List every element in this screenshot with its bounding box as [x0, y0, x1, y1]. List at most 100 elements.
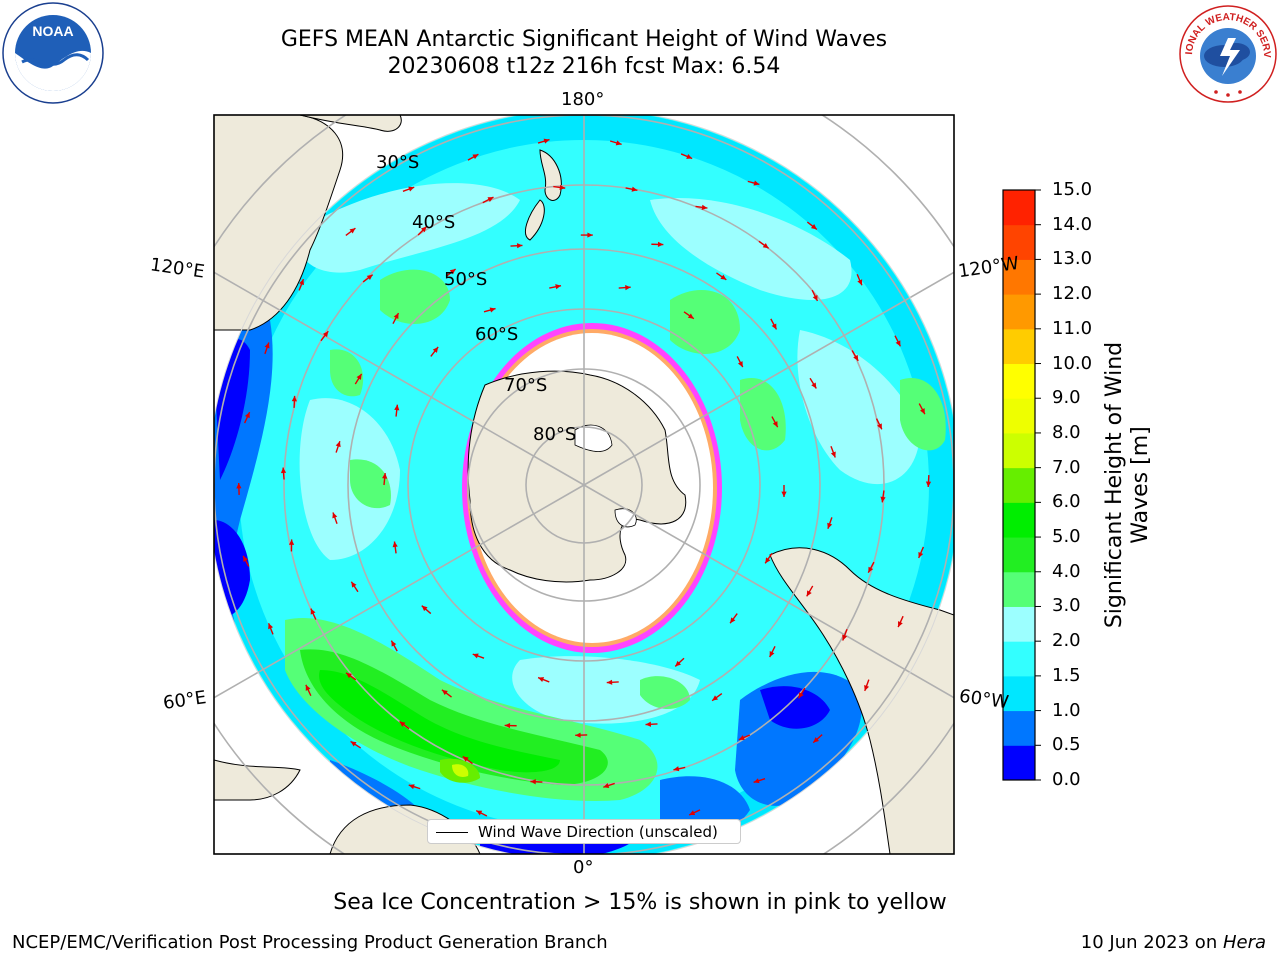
wind-arrow-head [895, 340, 901, 347]
colorbar-segment [1003, 432, 1035, 469]
wind-arrow-head [631, 186, 638, 192]
wind-arrow-head [811, 382, 817, 389]
wind-arrow-head [346, 672, 352, 679]
wind-arrow-head [351, 581, 357, 588]
wind-arrow-head [868, 566, 874, 573]
wind-arrow-head [720, 274, 727, 280]
lon-label-180: 180° [561, 89, 605, 110]
wind-arrow-head [382, 473, 388, 479]
wind-arrow-head [559, 184, 566, 191]
colorbar-tick-label: 3.0 [1052, 595, 1081, 617]
wind-arrow-head [555, 284, 562, 290]
wind-arrow-head [587, 232, 593, 238]
south-america-land [769, 547, 954, 854]
wind-arrow-head [657, 241, 664, 248]
lat-label-30s: 30°S [376, 152, 420, 173]
wind-arrow-head [738, 735, 745, 740]
wind-arrow-head [449, 269, 456, 275]
wind-arrow-head [392, 541, 398, 548]
australia-land [214, 115, 344, 331]
wind-arrow-head [489, 307, 496, 313]
wind-arrow-head [606, 679, 613, 685]
colorbar-segment [1003, 398, 1035, 434]
lat-label-40s: 40°S [412, 212, 456, 233]
wind-arrow-head [673, 766, 680, 772]
colorbar-tick-label: 13.0 [1052, 248, 1093, 270]
wind-arrow-head [730, 617, 736, 624]
colorbar-segment [1003, 190, 1035, 226]
wind-arrow-head [462, 756, 469, 762]
colorbar-segment [1003, 224, 1035, 260]
colorbar-tick-label: 12.0 [1052, 283, 1093, 305]
wind-arrow-head [268, 623, 274, 630]
wind-arrow-head [288, 539, 295, 545]
colorbar-tick-label: 10.0 [1052, 352, 1093, 374]
wind-arrow-head [880, 496, 886, 503]
colorbar-segment [1003, 641, 1035, 677]
wind-arrow-head [920, 408, 925, 415]
sea-ice-note: Sea Ice Concentration > 15% is shown in … [333, 890, 947, 915]
wind-arrow-head [689, 810, 696, 816]
chart-subtitle: 20230608 t12z 216h fcst Max: 6.54 [387, 54, 781, 79]
wind-arrow-head [772, 421, 778, 428]
colorbar-segment [1003, 502, 1035, 538]
wind-arrow-head [753, 180, 760, 186]
footer-host: Hera [1222, 932, 1266, 953]
footer-credit: NCEP/EMC/Verification Post Processing Pr… [12, 932, 608, 953]
nws-logo: NATIONAL WEATHER SERVICE [1178, 4, 1277, 103]
wind-arrow-head [322, 331, 329, 338]
wind-arrow-head [603, 783, 610, 788]
colorbar-tick-label: 1.0 [1052, 699, 1081, 721]
colorbar-tick-label: 4.0 [1052, 560, 1081, 582]
colorbar-title-line1: Significant Height of Wind [1102, 341, 1127, 629]
new-zealand-land [539, 149, 562, 201]
wind-arrow-head [842, 634, 848, 641]
wind-arrow-head [335, 441, 341, 448]
wind-arrow-head [625, 284, 631, 291]
colorbar-segment [1003, 675, 1035, 712]
colorbar-tick-label: 1.5 [1052, 664, 1081, 686]
legend-label: Wind Wave Direction (unscaled) [478, 823, 718, 841]
colorbar-segment [1003, 745, 1035, 781]
wind-arrow-head [765, 557, 771, 564]
wind-arrow-head [264, 342, 270, 349]
wind-arrow-head [712, 695, 719, 701]
longitude-gridlines [214, 115, 954, 854]
colorbar-tick-label: 6.0 [1052, 491, 1081, 513]
colorbar [1003, 189, 1041, 781]
colorbar-tick-label: 0.5 [1052, 734, 1081, 756]
colorbar-tick-label: 0.0 [1052, 769, 1081, 790]
wind-arrow-head [236, 482, 242, 489]
wind-arrow-head [420, 226, 427, 233]
wind-arrow-head [798, 692, 804, 699]
wind-arrow-head [399, 721, 406, 727]
wind-arrow-head [762, 242, 769, 249]
wind-arrow-head [305, 684, 311, 691]
wind-arrow-head [812, 294, 818, 301]
lat-label-50s: 50°S [444, 269, 488, 290]
wind-arrow-head [830, 451, 836, 458]
colorbar-tick-label: 9.0 [1052, 387, 1081, 409]
wind-arrow-head [472, 154, 479, 160]
wind-arrow-head [864, 684, 870, 691]
wind-arrow-head [925, 481, 932, 488]
wind-arrow-head [487, 197, 494, 202]
wind-arrow-head [769, 651, 775, 658]
wind-arrow-head [472, 653, 479, 659]
wind-arrow-head [810, 224, 817, 230]
wind-arrow-head [349, 228, 356, 234]
wind-arrow-head [504, 722, 511, 729]
wind-arrow-head [813, 737, 819, 743]
wind-arrow-head [877, 423, 882, 430]
chart-title: GEFS MEAN Antarctic Significant Height o… [280, 27, 888, 52]
wind-arrow-head [356, 373, 362, 380]
wind-arrow-head [543, 138, 550, 144]
wind-arrow-head [394, 404, 400, 411]
colorbar-segment [1003, 363, 1035, 399]
colorbar-segment [1003, 710, 1035, 746]
wind-arrow-head [575, 732, 581, 738]
wind-arrow-head [806, 590, 812, 597]
lon-label-0: 0° [573, 857, 594, 878]
colorbar-tick-label: 14.0 [1052, 213, 1093, 235]
colorbar-tick-label: 5.0 [1052, 526, 1081, 548]
